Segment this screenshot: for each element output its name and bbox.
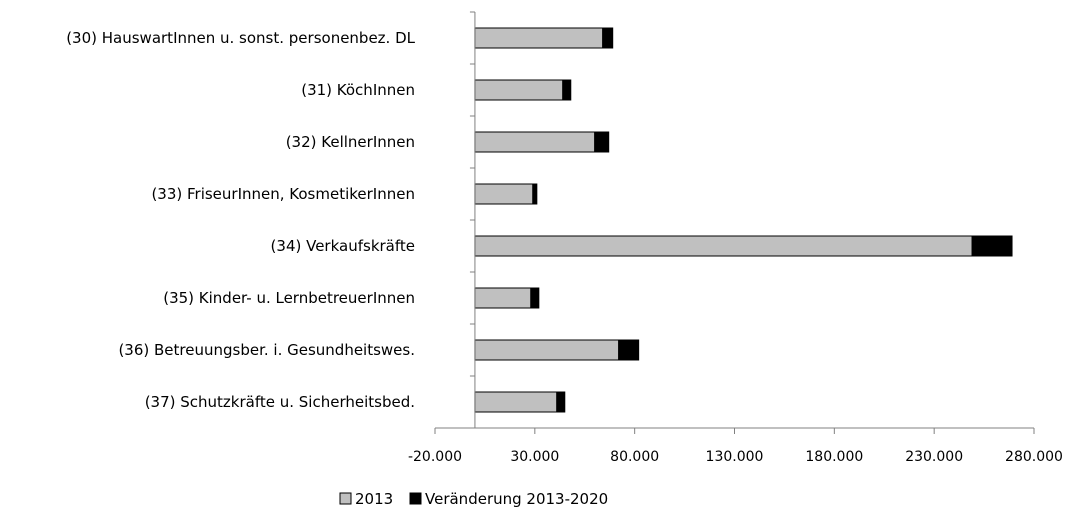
legend: 2013 Veränderung 2013-2020 bbox=[339, 490, 608, 508]
category-label: (32) KellnerInnen bbox=[286, 133, 415, 151]
bar-change bbox=[556, 391, 566, 413]
bar-change bbox=[532, 183, 538, 205]
x-tick-labels: -20.000 30.000 80.000 130.000 180.000 230.000… bbox=[408, 449, 1063, 465]
x-tick-label: 130.000 bbox=[706, 449, 764, 465]
category-label: (37) Schutzkräfte u. Sicherheitsbed. bbox=[145, 393, 415, 411]
x-tick-label: 180.000 bbox=[805, 449, 863, 465]
category-label: (33) FriseurInnen, KosmetikerInnen bbox=[151, 185, 415, 203]
bar-2013 bbox=[474, 183, 534, 205]
bar-2013 bbox=[474, 79, 564, 101]
bar-change bbox=[594, 131, 610, 153]
bar-change bbox=[602, 27, 614, 49]
bar-2013 bbox=[474, 339, 620, 361]
category-label: (36) Betreuungsber. i. Gesundheitswes. bbox=[118, 341, 415, 359]
x-tick-label: -20.000 bbox=[408, 449, 462, 465]
category-label: (35) Kinder- u. LernbetreuerInnen bbox=[163, 289, 415, 307]
x-tick-label: 280.000 bbox=[1005, 449, 1063, 465]
category-labels: (30) HauswartInnen u. sonst. personenbez… bbox=[66, 29, 415, 411]
bar-change bbox=[971, 235, 1013, 257]
bar-2013 bbox=[474, 391, 558, 413]
category-label: (34) Verkaufskräfte bbox=[271, 237, 415, 255]
x-tick-label: 80.000 bbox=[610, 449, 659, 465]
category-label: (31) KöchInnen bbox=[301, 81, 415, 99]
bars-group bbox=[474, 27, 1013, 413]
x-tick-label: 30.000 bbox=[510, 449, 559, 465]
legend-label: 2013 bbox=[355, 490, 393, 508]
legend-swatch bbox=[409, 492, 422, 505]
bar-2013 bbox=[474, 235, 973, 257]
bar-2013 bbox=[474, 27, 604, 49]
axes-group bbox=[434, 11, 1035, 434]
legend-swatch bbox=[339, 492, 352, 505]
legend-label: Veränderung 2013-2020 bbox=[425, 490, 608, 508]
x-tick-label: 230.000 bbox=[905, 449, 963, 465]
bar-2013 bbox=[474, 287, 532, 309]
bar-2013 bbox=[474, 131, 596, 153]
category-label: (30) HauswartInnen u. sonst. personenbez… bbox=[66, 29, 415, 47]
bar-change bbox=[530, 287, 540, 309]
bar-change bbox=[562, 79, 572, 101]
bar-change bbox=[618, 339, 640, 361]
